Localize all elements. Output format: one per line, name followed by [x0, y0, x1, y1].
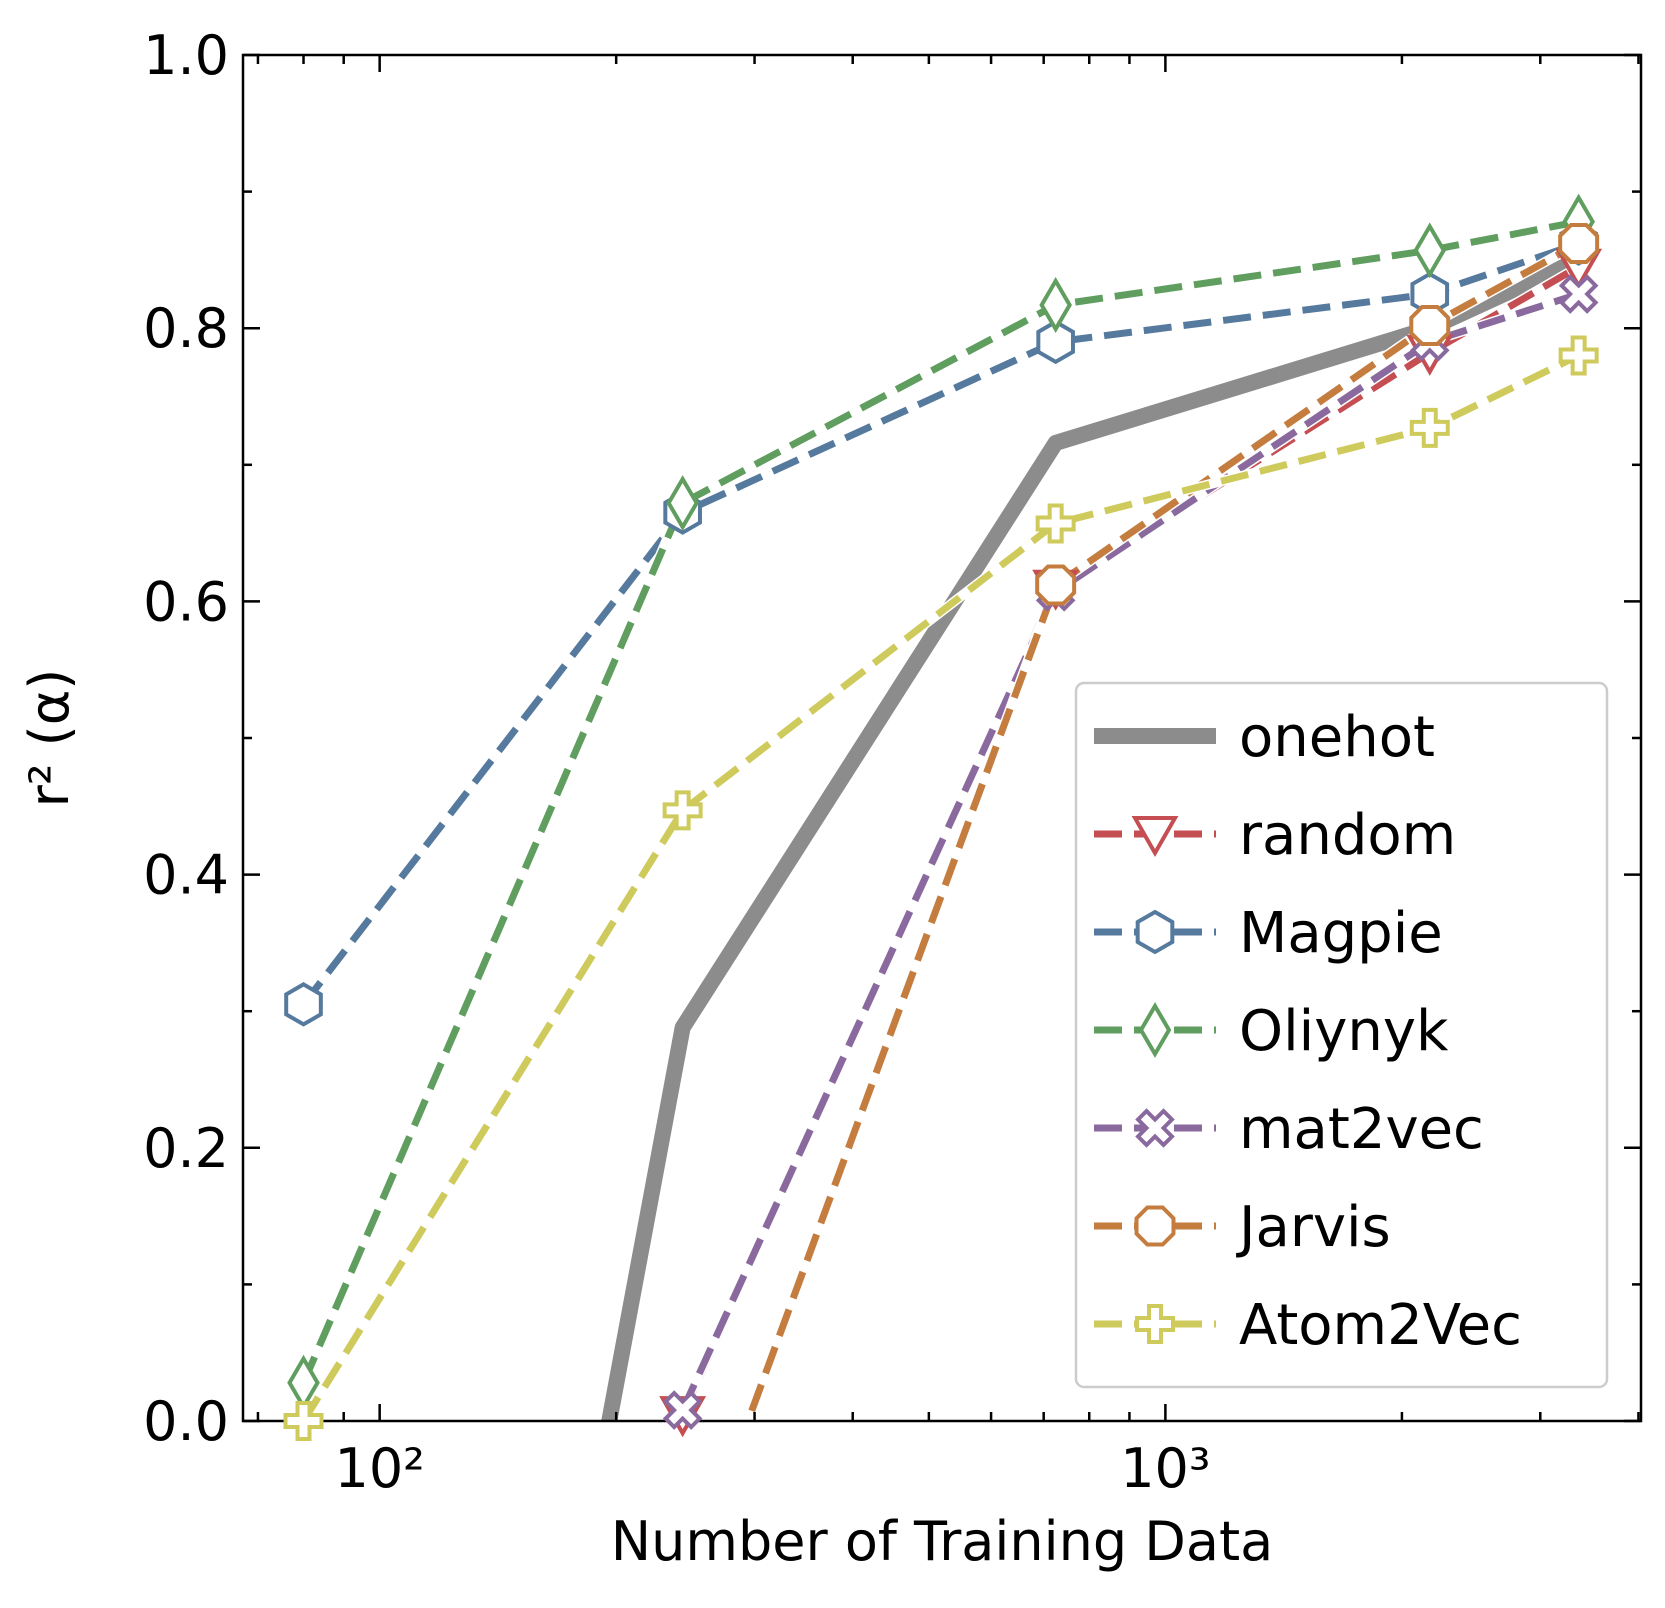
axes: 0.0 0.2 0.4 0.6 0.8 1.0 10² 10³	[143, 24, 1643, 1500]
marker	[1135, 1304, 1175, 1344]
marker	[666, 475, 699, 532]
legend: onehot random Magpie Oliynyk mat2vec Jarvis At…	[1074, 681, 1609, 1389]
y-tick-label: 0.4	[143, 844, 229, 907]
y-tick-label: 0.8	[143, 297, 229, 360]
marker	[662, 1390, 703, 1430]
legend-label: mat2vec	[1239, 1097, 1484, 1162]
y-tick-label: 0.0	[143, 1390, 229, 1453]
x-axis-label: Number of Training Data	[611, 1510, 1273, 1573]
marker	[1039, 277, 1072, 333]
legend-label: Magpie	[1239, 901, 1443, 966]
markers	[283, 193, 1603, 1441]
series-line	[601, 252, 1582, 1421]
y-tick-label: 0.2	[143, 1117, 229, 1180]
marker	[1036, 319, 1075, 365]
marker	[1035, 564, 1077, 606]
marker	[1558, 335, 1599, 376]
legend-label: Atom2Vec	[1239, 1293, 1522, 1358]
plot-frame	[241, 53, 1643, 1423]
marker	[1131, 816, 1179, 858]
marker	[1409, 407, 1450, 448]
y-tick-label: 0.6	[143, 570, 229, 633]
y-tick-label: 1.0	[143, 24, 229, 87]
marker	[284, 982, 323, 1027]
legend-label: Jarvis	[1236, 1195, 1391, 1260]
marker	[1135, 909, 1175, 955]
series-line	[300, 240, 1580, 1007]
legend-label: Oliynyk	[1239, 999, 1449, 1064]
marker	[662, 790, 703, 831]
x-tick-label: 10²	[334, 1437, 424, 1500]
marker	[1035, 503, 1076, 544]
x-tick-label: 10³	[1120, 1437, 1210, 1500]
y-axis-label: r² (α)	[18, 669, 81, 808]
marker	[1409, 304, 1451, 346]
marker	[283, 1401, 324, 1441]
marker	[1138, 1002, 1172, 1058]
marker	[1134, 1205, 1176, 1247]
marker	[1413, 222, 1447, 279]
series-line	[679, 290, 1580, 1412]
marker	[1558, 274, 1599, 314]
marker	[1558, 223, 1600, 264]
marker	[1135, 1108, 1175, 1148]
legend-label: random	[1239, 803, 1456, 868]
series-line	[744, 240, 1581, 1421]
legend-label: onehot	[1239, 705, 1435, 770]
legend-box	[1074, 681, 1609, 1389]
